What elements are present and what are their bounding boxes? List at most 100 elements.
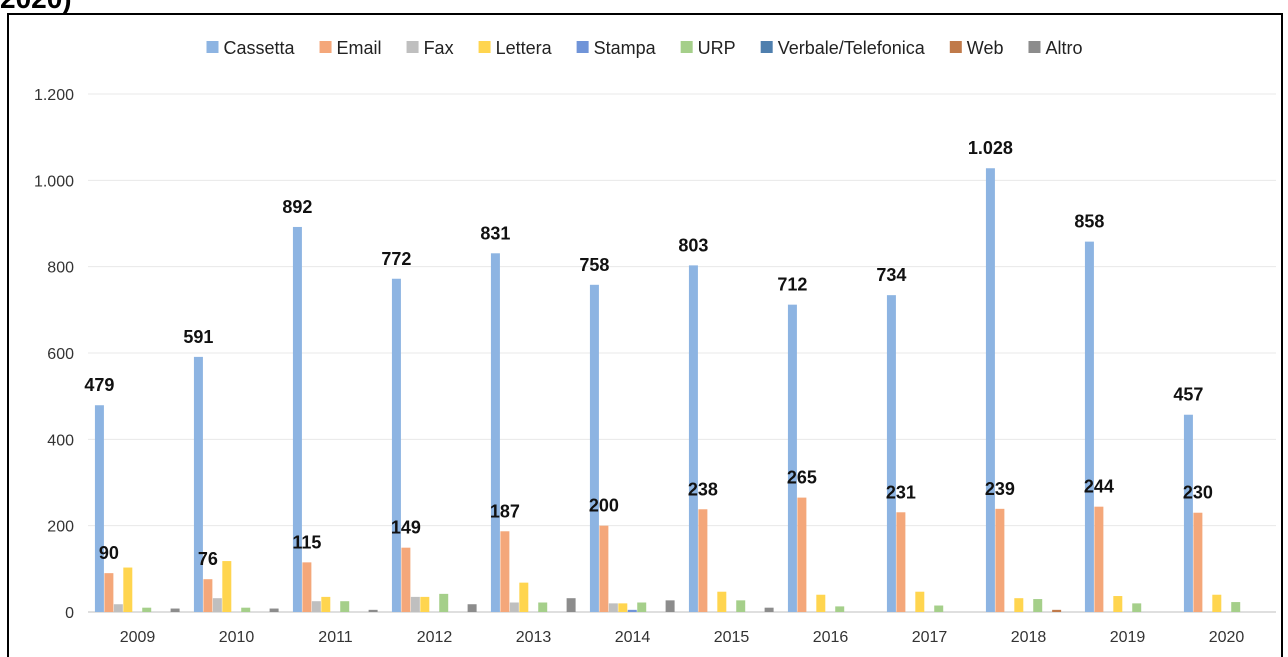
y-tick-label: 600 [47, 346, 74, 363]
legend-label: Lettera [496, 38, 553, 58]
bar [886, 295, 896, 612]
legend-label: Verbale/Telefonica [778, 38, 926, 58]
bar [391, 278, 401, 612]
y-tick-label: 200 [47, 519, 74, 536]
bar [1231, 602, 1241, 612]
data-label: 90 [99, 543, 119, 563]
bar [500, 531, 510, 612]
legend-swatch [406, 41, 419, 53]
legend-label: Altro [1045, 38, 1082, 58]
bar [1193, 512, 1203, 612]
x-tick-label: 2018 [1011, 629, 1047, 646]
data-label: 479 [84, 375, 114, 395]
bar [490, 253, 500, 612]
data-label: 244 [1084, 477, 1114, 497]
y-tick-label: 1.200 [34, 87, 74, 104]
data-label: 591 [183, 327, 213, 347]
bar [1113, 596, 1123, 612]
bar [698, 509, 708, 612]
bar [467, 604, 477, 612]
bar [985, 168, 995, 612]
bar [439, 593, 449, 612]
bar [368, 609, 378, 612]
legend-label: URP [698, 38, 736, 58]
data-label: 712 [777, 275, 807, 295]
x-tick-label: 2013 [516, 629, 552, 646]
y-tick-label: 1.000 [34, 173, 74, 190]
x-tick-label: 2020 [1209, 629, 1245, 646]
bar [113, 604, 123, 612]
data-label: 892 [282, 197, 312, 217]
bar [212, 598, 222, 612]
bar [311, 601, 321, 612]
bar [1014, 598, 1024, 612]
x-tick-label: 2011 [318, 629, 353, 646]
data-label: 457 [1173, 385, 1203, 405]
bar [717, 591, 727, 612]
data-label: 187 [490, 501, 520, 521]
bar [915, 591, 925, 612]
bar [627, 609, 637, 612]
bar [170, 608, 180, 612]
bar [995, 508, 1005, 612]
data-label: 1.028 [968, 138, 1013, 158]
bar [519, 582, 529, 612]
data-label: 734 [876, 265, 906, 285]
bar [816, 594, 826, 612]
bar [203, 579, 213, 612]
legend-swatch [206, 41, 219, 53]
legend-swatch [1028, 41, 1041, 53]
bar [835, 606, 845, 612]
data-label: 230 [1183, 483, 1213, 503]
bar [123, 567, 133, 612]
legend-label: Stampa [594, 38, 657, 58]
x-tick-label: 2019 [1110, 629, 1146, 646]
bar [1052, 609, 1062, 612]
legend-label: Web [967, 38, 1004, 58]
bar [340, 601, 350, 612]
bar [934, 605, 944, 612]
bar [302, 562, 312, 612]
legend-swatch [760, 41, 773, 53]
bar [269, 608, 279, 612]
bar [142, 607, 152, 612]
legend-swatch [319, 41, 332, 53]
bar [599, 525, 609, 612]
legend-label: Cassetta [224, 38, 296, 58]
bar [193, 356, 203, 612]
data-label: 265 [787, 468, 817, 488]
y-tick-label: 400 [47, 432, 74, 449]
bar [797, 497, 807, 612]
data-label: 831 [480, 223, 510, 243]
x-tick-label: 2010 [219, 629, 255, 646]
bar [321, 596, 331, 612]
data-label: 239 [985, 479, 1015, 499]
y-tick-label: 800 [47, 260, 74, 277]
data-label: 149 [391, 518, 421, 538]
data-label: 200 [589, 496, 619, 516]
bar [241, 607, 251, 612]
data-label: 115 [292, 532, 321, 552]
legend-label: Email [337, 38, 382, 58]
bar [420, 596, 430, 612]
bar [787, 304, 797, 612]
legend-swatch [949, 41, 962, 53]
data-label: 76 [198, 549, 218, 569]
bar [401, 547, 411, 612]
bar [736, 600, 746, 612]
data-label: 238 [688, 479, 718, 499]
bar [538, 602, 548, 612]
chart-title: 2020) [0, 0, 72, 14]
bar [637, 602, 647, 612]
legend-swatch [576, 41, 589, 53]
x-tick-label: 2012 [417, 629, 453, 646]
data-label: 772 [381, 249, 411, 269]
bar [1094, 506, 1104, 612]
y-tick-label: 0 [65, 605, 74, 622]
x-tick-label: 2017 [912, 629, 948, 646]
data-label: 231 [886, 482, 916, 502]
data-label: 858 [1074, 212, 1104, 232]
bar [608, 603, 618, 612]
x-tick-label: 2014 [615, 629, 651, 646]
legend-swatch [478, 41, 491, 53]
